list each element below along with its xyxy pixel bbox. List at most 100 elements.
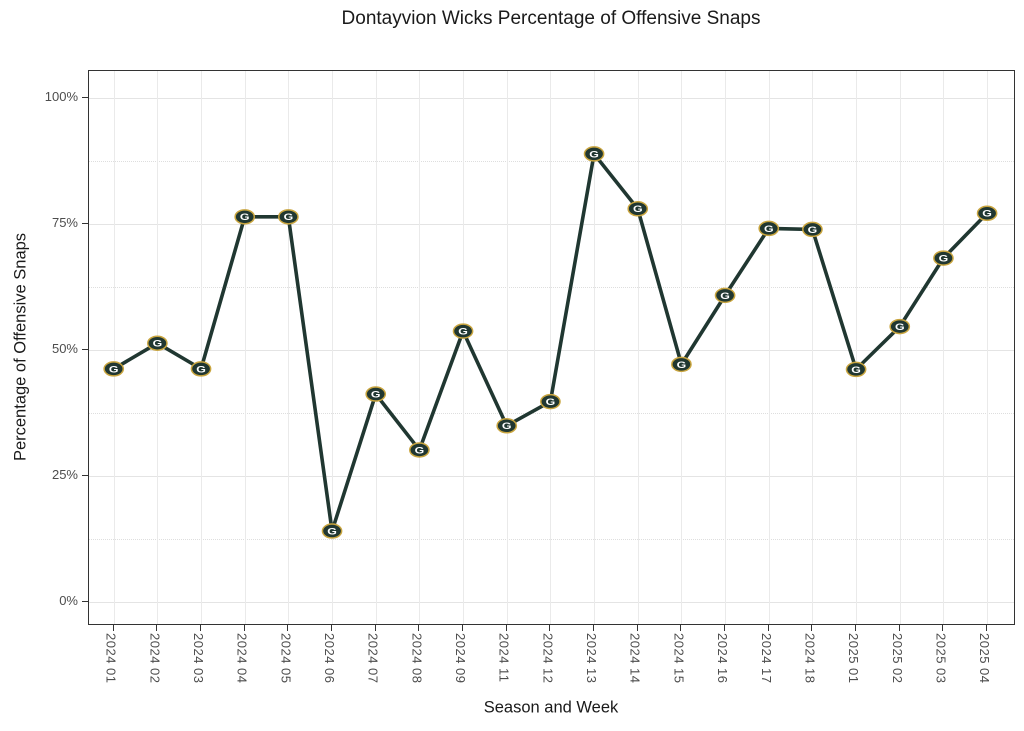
x-axis-tick <box>680 625 682 631</box>
chart-title: Dontayvion Wicks Percentage of Offensive… <box>341 8 761 29</box>
x-axis-tick-label: 2024 14 <box>627 633 643 684</box>
x-axis-tick-label: 2025 04 <box>977 633 993 684</box>
y-axis-tick-label: 0% <box>59 592 78 608</box>
packers-logo-oval <box>190 361 212 377</box>
data-point-marker: G <box>409 442 430 458</box>
data-point-marker: G <box>758 220 780 237</box>
packers-logo-g-letter: G <box>895 322 905 332</box>
x-axis-tick <box>724 625 726 631</box>
packers-logo-oval <box>409 442 430 458</box>
snap-percentage-line-chart: G G G G G G G G G G G G G G G G G G G G G <box>103 146 998 539</box>
gridline-vertical <box>768 71 770 624</box>
x-axis-tick <box>243 625 245 631</box>
gridline-major-horizontal <box>89 601 1014 603</box>
gridline-vertical <box>550 71 552 624</box>
y-axis-tick-label: 50% <box>51 340 78 356</box>
packers-logo-g-letter: G <box>764 224 774 234</box>
data-point-marker: G <box>671 356 692 373</box>
gridline-vertical <box>288 71 290 624</box>
y-axis-tick <box>82 474 88 476</box>
x-axis-tick <box>505 625 507 631</box>
x-axis-tick <box>287 625 289 631</box>
data-point-marker: G <box>452 323 474 339</box>
x-axis-title: Season and Week <box>483 698 619 717</box>
x-axis-tick-label: 2024 11 <box>496 633 512 683</box>
data-point-marker: G <box>190 361 212 377</box>
packers-logo-g-letter: G <box>196 365 206 375</box>
x-axis-tick <box>898 625 900 631</box>
packers-logo-g-letter: G <box>633 204 643 214</box>
x-axis-tick-label: 2024 12 <box>540 633 556 684</box>
gridline-major-horizontal <box>89 475 1014 477</box>
x-axis-tick <box>200 625 202 631</box>
gridline-vertical <box>113 71 115 624</box>
gridline-vertical <box>856 71 858 624</box>
data-point-marker: G <box>976 205 998 222</box>
data-point-marker: G <box>889 318 911 335</box>
y-axis-tick-label: 100% <box>44 89 78 104</box>
data-point-marker: G <box>714 287 736 304</box>
packers-logo-oval <box>933 250 954 266</box>
y-axis-tick <box>82 222 88 224</box>
packers-logo-g-letter: G <box>153 339 163 349</box>
y-axis-tick-label: 25% <box>51 466 78 482</box>
packers-logo-oval <box>234 209 256 225</box>
x-axis-tick <box>593 625 595 631</box>
data-point-marker: G <box>627 201 649 217</box>
packers-logo-oval <box>103 361 125 377</box>
x-axis-tick <box>636 625 638 631</box>
packers-logo-g-letter: G <box>458 327 468 337</box>
x-axis-tick <box>374 625 376 631</box>
packers-logo-oval <box>889 318 911 335</box>
packers-logo-g-letter: G <box>720 291 730 301</box>
x-axis-tick <box>811 625 813 631</box>
packers-logo-oval <box>278 209 299 225</box>
x-axis-tick <box>942 625 944 631</box>
gridline-major-horizontal <box>89 223 1014 225</box>
packers-logo-oval <box>583 146 605 162</box>
packers-logo-oval <box>845 361 867 378</box>
gridline-vertical <box>681 71 683 624</box>
x-axis-tick <box>462 625 464 631</box>
gridline-vertical <box>419 71 421 624</box>
x-axis-tick-label: 2024 17 <box>758 633 774 684</box>
data-point-marker: G <box>583 146 605 162</box>
packers-logo-g-letter: G <box>982 209 992 219</box>
gridline-vertical <box>899 71 901 624</box>
packers-logo-g-letter: G <box>851 365 861 375</box>
gridline-vertical <box>463 71 465 624</box>
packers-logo-oval <box>976 205 998 222</box>
packers-logo-oval <box>365 386 387 402</box>
gridline-vertical <box>637 71 639 624</box>
y-axis-tick <box>82 97 88 98</box>
packers-logo-oval <box>540 393 561 410</box>
x-axis-tick-label: 2024 06 <box>322 633 338 684</box>
packers-logo-g-letter: G <box>284 212 294 222</box>
gridline-vertical <box>201 71 203 624</box>
x-axis-tick-label: 2024 15 <box>671 633 687 684</box>
x-axis-tick <box>549 625 551 631</box>
gridline-vertical <box>987 71 989 624</box>
packers-logo-g-letter: G <box>240 212 250 222</box>
packers-logo-g-letter: G <box>327 527 337 537</box>
data-point-marker: G <box>147 335 168 351</box>
gridline-vertical <box>332 71 334 624</box>
packers-logo-oval <box>671 356 692 373</box>
x-axis-tick <box>331 625 333 631</box>
data-point-marker: G <box>933 250 954 266</box>
x-axis-tick-label: 2024 18 <box>802 633 818 684</box>
packers-logo-g-letter: G <box>546 397 556 407</box>
packers-logo-oval <box>627 201 649 217</box>
x-axis-tick <box>156 625 158 631</box>
packers-logo-oval <box>496 418 518 434</box>
packers-logo-g-letter: G <box>589 150 599 160</box>
packers-logo-oval <box>758 220 780 237</box>
packers-logo-oval <box>452 323 474 339</box>
data-point-marker: G <box>103 361 125 377</box>
gridline-vertical <box>594 71 596 624</box>
packers-logo-oval <box>714 287 736 304</box>
x-axis-tick <box>418 625 420 631</box>
data-point-marker: G <box>365 386 387 402</box>
packers-logo-g-letter: G <box>808 225 818 235</box>
plot-panel: G G G G G G G G G G G G G G G G G G G G G <box>88 70 1015 625</box>
